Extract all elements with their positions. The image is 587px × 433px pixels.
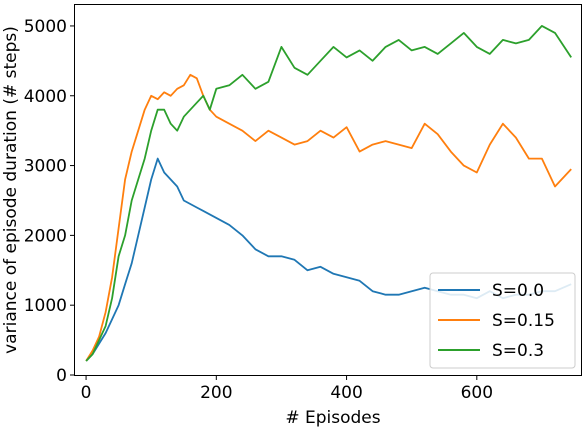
x-tick-label-0: 0 — [81, 383, 92, 403]
legend: S=0.0 S=0.15 S=0.3 — [429, 272, 576, 369]
x-tick-label-1: 200 — [200, 383, 232, 403]
x-axis-ticks: 0 200 400 600 — [81, 375, 493, 403]
y-tick-label-4: 4000 — [24, 87, 67, 107]
y-tick-label-1: 1000 — [24, 296, 67, 316]
x-tick-label-3: 600 — [461, 383, 493, 403]
legend-label-0: S=0.0 — [492, 281, 544, 301]
series-line-2 — [85, 24, 572, 362]
plot-frame — [74, 4, 582, 376]
x-tick-label-2: 400 — [330, 383, 362, 403]
legend-label-2: S=0.3 — [492, 341, 544, 361]
y-tick-label-0: 0 — [56, 366, 67, 386]
x-axis-label: # Episodes — [285, 408, 380, 428]
legend-box — [429, 272, 576, 369]
y-axis-ticks: 0 1000 2000 3000 4000 5000 — [24, 17, 75, 386]
y-tick-label-5: 5000 — [24, 17, 67, 37]
legend-label-1: S=0.15 — [492, 311, 555, 331]
y-tick-label-2: 2000 — [24, 226, 67, 246]
series-line-1 — [85, 73, 572, 362]
y-tick-label-3: 3000 — [24, 157, 67, 177]
y-axis-label: variance of episode duration (# steps) — [1, 26, 21, 354]
